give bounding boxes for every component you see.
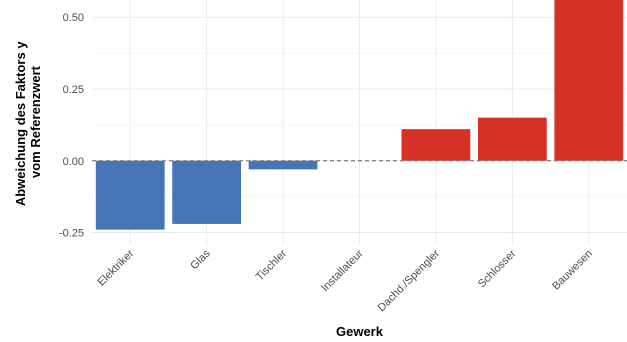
x-tick-label: Bauwesen [550, 248, 595, 293]
x-tick-label: Installateur [319, 247, 366, 294]
y-axis-title-line-2: vom Referenzwert [28, 65, 43, 178]
bar-glas [172, 160, 242, 224]
y-axis-title: Abweichung des Faktors y vom Referenzwer… [13, 38, 43, 206]
x-tick-label: Elektriker [95, 247, 136, 288]
y-axis-title-line-1: Abweichung des Faktors y [13, 41, 28, 206]
bars [95, 0, 624, 230]
x-tick-label: Tischler [254, 247, 290, 283]
x-axis-title: Gewerk [336, 324, 384, 339]
y-tick-label: 0.50 [63, 12, 84, 24]
y-tick-label: 0.25 [63, 84, 84, 96]
bar-elektriker [95, 160, 165, 230]
x-tick-label: Glas [188, 247, 213, 272]
bar-dachd-spengler [401, 129, 471, 161]
y-tick-label: 0.00 [63, 156, 84, 168]
x-tick-label: Schlosser [476, 247, 519, 290]
bar-tischler [248, 160, 318, 170]
x-tick-label: Dachd./Spengler [376, 247, 443, 314]
y-tick-labels: -0.25 0.00 0.25 0.50 [59, 12, 84, 239]
y-tick-label: -0.25 [59, 228, 84, 240]
bar-bauwesen [554, 0, 624, 161]
x-tick-labels: Elektriker Glas Tischler Installateur Dachd.… [95, 247, 594, 314]
bar-schlosser [477, 117, 547, 161]
